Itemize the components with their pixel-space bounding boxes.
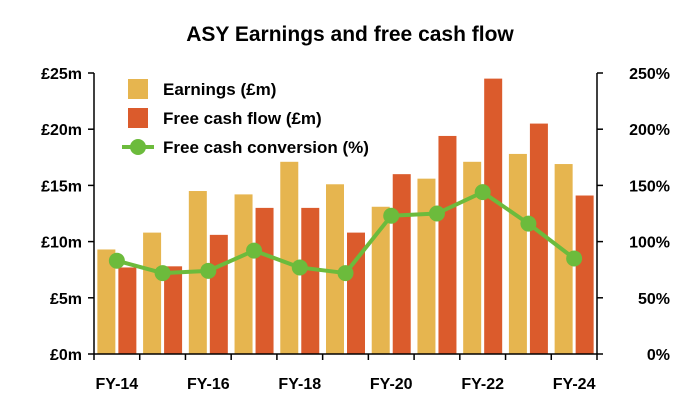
x-tick-label: FY-16 — [187, 376, 230, 393]
fcf-bar-FY-23 — [529, 123, 548, 354]
fcf-bar-FY-15 — [164, 266, 183, 354]
right-tick-label: 0% — [647, 347, 670, 364]
right-tick-label: 100% — [629, 235, 670, 252]
conversion-point-FY-24 — [566, 250, 583, 267]
conversion-line — [116, 190, 576, 276]
right-tick-label: 200% — [629, 122, 670, 139]
fcf-bar-FY-24 — [575, 195, 594, 354]
earnings-bar-FY-19 — [326, 184, 344, 354]
legend: Earnings (£m) Free cash flow (£m) Free cas… — [122, 79, 369, 157]
axes-layer: £0m £5m £10m £15m £20m £25m 0% 50% 100% 150% 200% 2… — [41, 66, 670, 393]
conversion-point-FY-19 — [337, 265, 354, 282]
earnings-bar-FY-22 — [463, 161, 482, 354]
legend-label: Free cash conversion (%) — [163, 138, 369, 157]
conversion-point-FY-17 — [246, 242, 263, 259]
right-tick-label: 150% — [629, 178, 670, 195]
earnings-bar-FY-17 — [234, 194, 253, 354]
left-tick-label: £0m — [50, 347, 82, 364]
left-tick-label: £5m — [50, 291, 82, 308]
right-tick-label: 50% — [638, 291, 670, 308]
earnings-bar-FY-23 — [508, 153, 527, 354]
conversion-point-FY-14 — [108, 252, 125, 269]
conversion-point-FY-16 — [200, 262, 217, 279]
conversion-point-FY-21 — [428, 205, 445, 222]
chart-title: ASY Earnings and free cash flow — [186, 23, 514, 46]
legend-label: Earnings (£m) — [163, 80, 276, 99]
conversion-point-FY-18 — [291, 259, 308, 276]
earnings-bar-FY-24 — [554, 164, 573, 354]
left-tick-label: £25m — [41, 66, 82, 83]
line-layer — [108, 184, 583, 282]
conversion-point-FY-15 — [154, 265, 171, 282]
fcf-bar-FY-22 — [484, 78, 503, 355]
x-tick-label: FY-14 — [96, 376, 139, 393]
left-tick-label: £10m — [41, 235, 82, 252]
legend-label: Free cash flow (£m) — [163, 109, 322, 128]
right-tick-label: 250% — [629, 66, 670, 83]
legend-marker — [130, 139, 146, 155]
legend-swatch — [128, 108, 148, 128]
bars-layer — [97, 78, 594, 355]
earnings-bar-FY-14 — [97, 249, 116, 354]
conversion-point-FY-22 — [474, 184, 491, 201]
earnings-bar-FY-21 — [417, 178, 436, 354]
earnings-bar-FY-15 — [143, 232, 162, 354]
fcf-bar-FY-16 — [209, 234, 228, 354]
fcf-bar-FY-17 — [255, 207, 274, 354]
conversion-point-FY-23 — [520, 215, 537, 232]
fcf-bar-FY-20 — [392, 174, 411, 354]
fcf-bar-FY-14 — [118, 267, 137, 354]
fcf-bar-FY-18 — [301, 207, 320, 354]
x-tick-label: FY-22 — [461, 376, 504, 393]
fcf-bar-FY-21 — [438, 135, 457, 354]
x-tick-label: FY-24 — [553, 376, 596, 393]
left-tick-label: £15m — [41, 178, 82, 195]
earnings-bar-FY-18 — [280, 161, 299, 354]
legend-swatch — [128, 79, 148, 99]
x-tick-label: FY-20 — [370, 376, 413, 393]
conversion-point-FY-20 — [383, 207, 400, 224]
earnings-bar-FY-20 — [371, 206, 390, 354]
x-tick-label: FY-18 — [278, 376, 321, 393]
left-tick-label: £20m — [41, 122, 82, 139]
